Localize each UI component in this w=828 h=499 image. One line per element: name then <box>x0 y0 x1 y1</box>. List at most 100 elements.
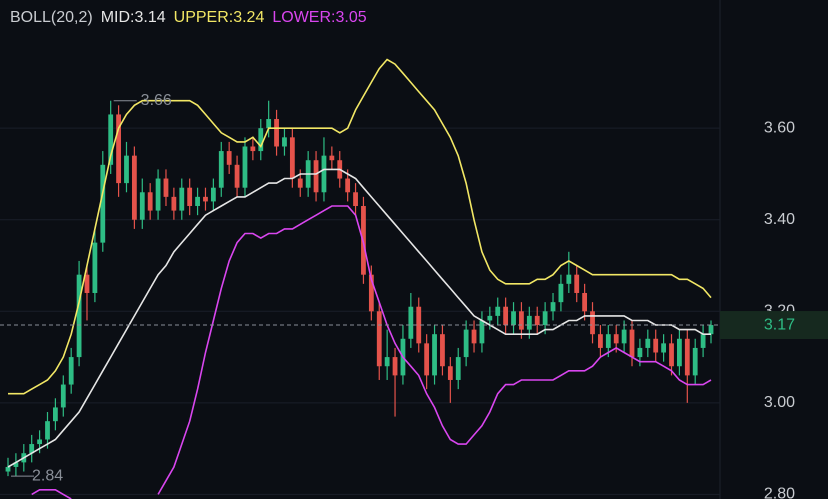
candle-body <box>432 334 437 376</box>
last-price-label: 3.17 <box>764 316 795 333</box>
candle-body <box>345 178 351 193</box>
candle-body <box>637 347 643 358</box>
candle-body <box>218 151 224 188</box>
candle-body <box>203 196 208 202</box>
candle-body <box>495 306 501 316</box>
candle-body <box>519 311 524 330</box>
candle-body <box>455 357 461 380</box>
candle-body <box>605 334 611 348</box>
band-line <box>31 489 72 499</box>
indicator-header: BOLL(20,2) MID:3.14 UPPER:3.24 LOWER:3.05 <box>10 9 367 26</box>
candle-body <box>621 329 627 344</box>
band-line <box>8 58 712 395</box>
candle-body <box>163 178 169 197</box>
candle-body <box>503 306 509 326</box>
candle-body <box>574 274 580 293</box>
candle-body <box>353 192 358 207</box>
candle-body <box>155 178 161 211</box>
candle-body <box>534 315 540 326</box>
candle-body <box>463 329 469 358</box>
candle-body <box>234 164 240 188</box>
candle-body <box>416 306 422 344</box>
candle-body <box>590 311 595 335</box>
candle-body <box>195 196 200 207</box>
band-line <box>7 168 711 468</box>
candle-body <box>289 137 295 179</box>
candle-body <box>542 311 548 326</box>
high-marker-label: 3.66 <box>141 92 172 109</box>
candle-body <box>124 155 129 184</box>
candle-body <box>408 306 414 339</box>
candle-body <box>669 343 674 367</box>
candle-body <box>329 155 335 161</box>
candle-body <box>274 119 279 147</box>
candle-body <box>566 274 572 284</box>
candle-body <box>84 274 90 293</box>
candle-body <box>297 178 303 188</box>
band-line <box>157 205 712 495</box>
candle-body <box>526 315 532 330</box>
candle-body <box>131 155 137 220</box>
candle-body <box>511 311 516 326</box>
legend-entry: MID:3.14 <box>101 9 166 26</box>
last-price-box <box>720 311 828 340</box>
candle-body <box>424 343 430 376</box>
candle-body <box>179 187 185 211</box>
candle-body <box>321 155 327 193</box>
y-tick-label: 3.00 <box>764 394 795 411</box>
candle-body <box>60 384 66 408</box>
candle-body <box>598 334 603 348</box>
y-tick-label: 2.80 <box>764 486 795 499</box>
legend-entry: UPPER:3.24 <box>174 9 265 26</box>
candle-body <box>45 421 50 440</box>
candle-body <box>76 274 82 358</box>
candle-body <box>13 462 19 467</box>
y-tick-label: 3.40 <box>764 211 795 228</box>
candle-body <box>187 187 193 207</box>
candle-body <box>479 320 485 344</box>
candle-body <box>100 164 106 243</box>
candle-body <box>52 407 58 422</box>
candle-body <box>29 444 35 454</box>
indicator-name: BOLL(20,2) <box>10 9 93 26</box>
candle-body <box>5 466 11 472</box>
candle-body <box>677 338 682 367</box>
candle-body <box>582 292 588 312</box>
candle-body <box>392 357 398 376</box>
candle-body <box>37 439 42 445</box>
candle-body <box>139 192 145 220</box>
candle-body <box>447 366 453 380</box>
candle-body <box>661 343 667 353</box>
candle-body <box>147 192 153 211</box>
candle-body <box>226 151 232 165</box>
candle-body <box>384 357 390 367</box>
candle-body <box>684 338 690 376</box>
candle-body <box>487 315 493 321</box>
candle-body <box>242 146 248 188</box>
candle-body <box>645 338 651 348</box>
legend-entry: LOWER:3.05 <box>272 9 366 26</box>
candle-body <box>92 242 98 293</box>
candle-body <box>613 334 619 344</box>
candle-body <box>108 114 114 165</box>
candle-body <box>313 160 319 193</box>
candle-body <box>653 338 659 353</box>
candle-body <box>258 128 264 152</box>
candle-body <box>368 274 374 312</box>
candle-body <box>700 334 706 348</box>
candle-body <box>266 119 272 129</box>
candle-body <box>550 302 556 312</box>
candle-body <box>210 187 216 202</box>
candle-body <box>282 137 287 147</box>
candle-body <box>116 114 121 184</box>
low-marker-label: 2.84 <box>32 467 63 484</box>
candle-body <box>376 311 382 367</box>
candle-body <box>708 325 714 335</box>
y-tick-label: 3.60 <box>764 119 795 136</box>
candle-body <box>471 329 477 344</box>
candle-body <box>692 347 698 376</box>
candle-body <box>171 196 177 211</box>
candle-body <box>629 329 635 358</box>
